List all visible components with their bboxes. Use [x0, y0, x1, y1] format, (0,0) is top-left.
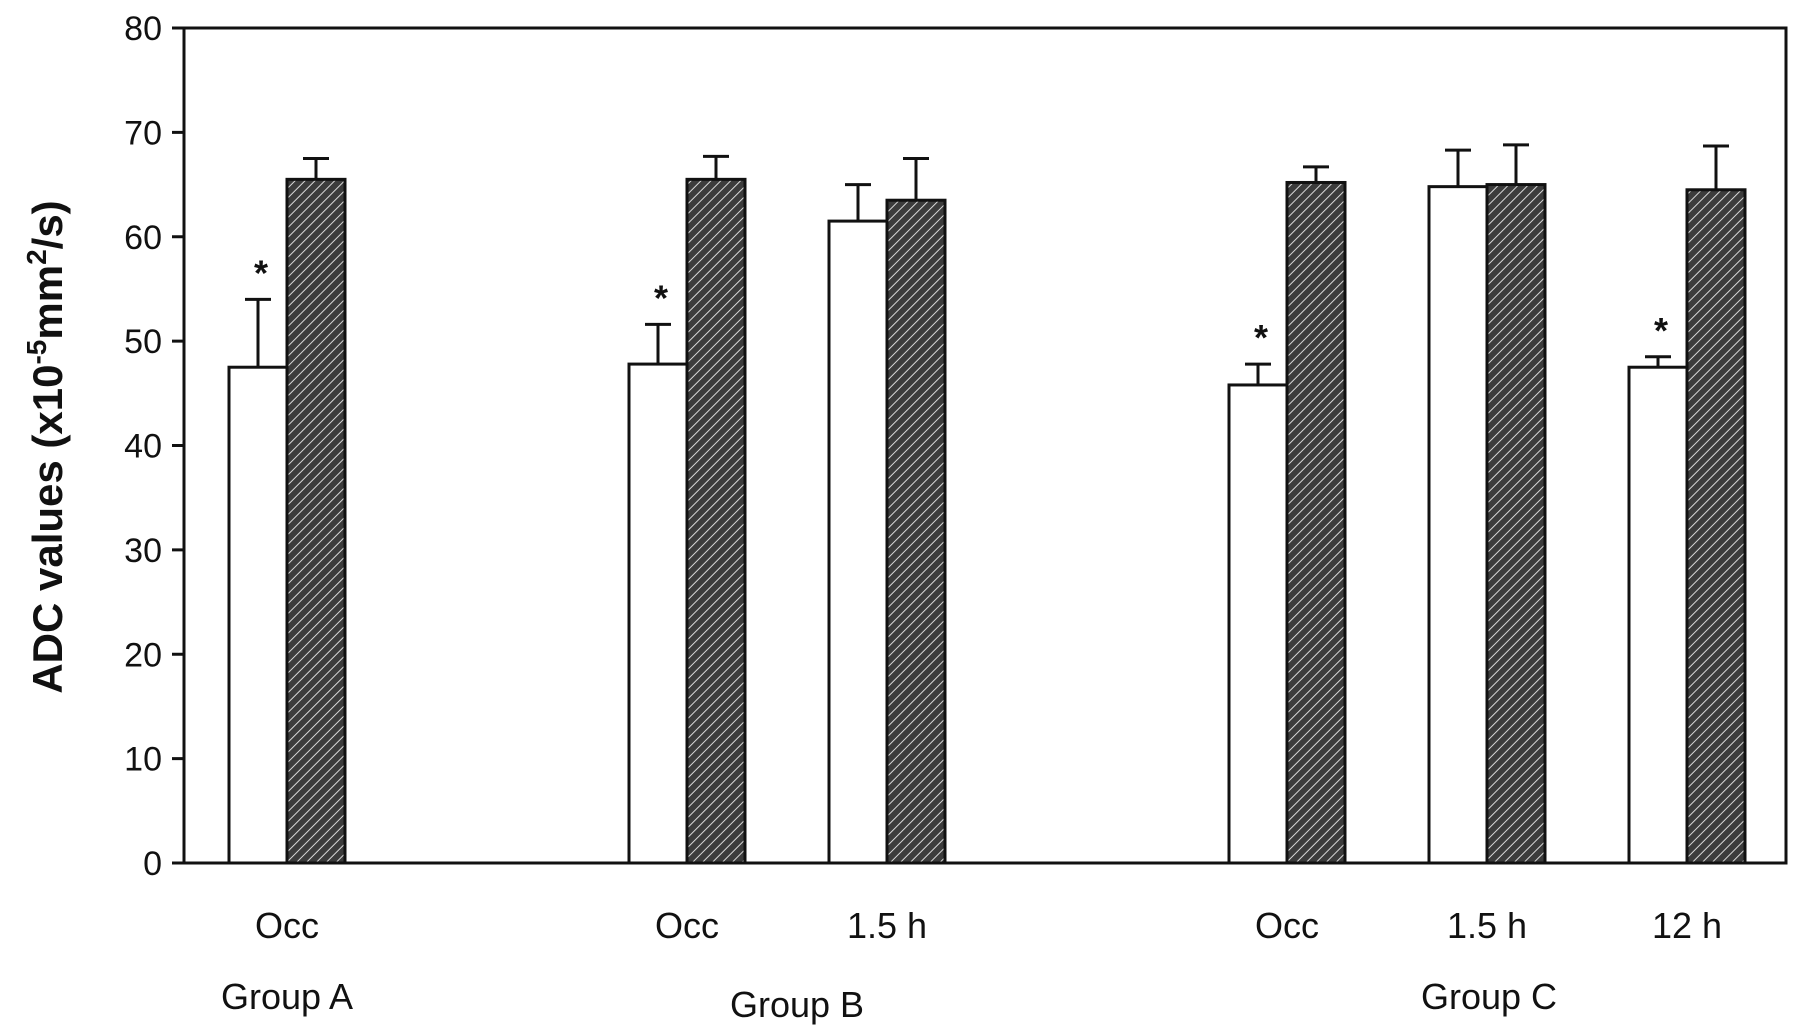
bar [627, 362, 689, 865]
group-label: Group A [221, 976, 353, 1017]
y-tick-label: 80 [124, 10, 162, 48]
y-tick-label: 60 [124, 219, 162, 257]
bar [827, 219, 889, 865]
significance-asterisk: * [1654, 310, 1668, 351]
category-label: Occ [1255, 905, 1319, 946]
y-tick-label: 0 [143, 845, 162, 883]
y-axis-label: ADC values (x10-5mm2/s) [21, 200, 71, 693]
bar [1427, 185, 1489, 865]
plot-area: 0 10 20 30 40 50 60 70 80 * Occ Group A * Occ 1.5 h Gro… [124, 10, 1788, 1025]
group-label: Group C [1421, 976, 1557, 1017]
bar [685, 177, 747, 865]
bar [1285, 180, 1347, 865]
bar [227, 365, 289, 865]
bar [285, 177, 347, 865]
significance-asterisk: * [254, 252, 268, 293]
y-tick-label: 50 [124, 323, 162, 361]
bar [1627, 365, 1689, 865]
y-tick-label: 70 [124, 114, 162, 152]
category-label: Occ [655, 905, 719, 946]
bar [885, 198, 947, 865]
category-label: 1.5 h [1447, 905, 1527, 946]
category-label: Occ [255, 905, 319, 946]
category-label: 1.5 h [847, 905, 927, 946]
group-label: Group B [730, 984, 864, 1025]
y-tick-label: 30 [124, 532, 162, 570]
bar [1685, 188, 1747, 865]
y-tick-label: 40 [124, 428, 162, 466]
y-tick-label: 20 [124, 636, 162, 674]
bar [1227, 383, 1289, 865]
y-tick-label: 10 [124, 741, 162, 779]
category-label: 12 h [1652, 905, 1722, 946]
bar [1485, 183, 1547, 865]
significance-asterisk: * [654, 277, 668, 318]
significance-asterisk: * [1254, 317, 1268, 358]
